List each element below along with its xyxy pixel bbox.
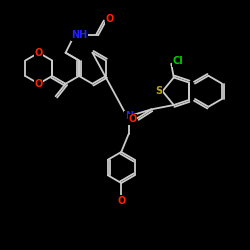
Text: O: O [117,196,126,205]
Text: O: O [34,79,43,89]
Text: N: N [125,111,133,121]
Text: O: O [128,114,137,124]
Text: Cl: Cl [172,56,183,66]
Text: O: O [34,48,43,58]
Text: S: S [155,86,162,96]
Text: O: O [105,14,114,24]
Text: NH: NH [71,30,88,40]
